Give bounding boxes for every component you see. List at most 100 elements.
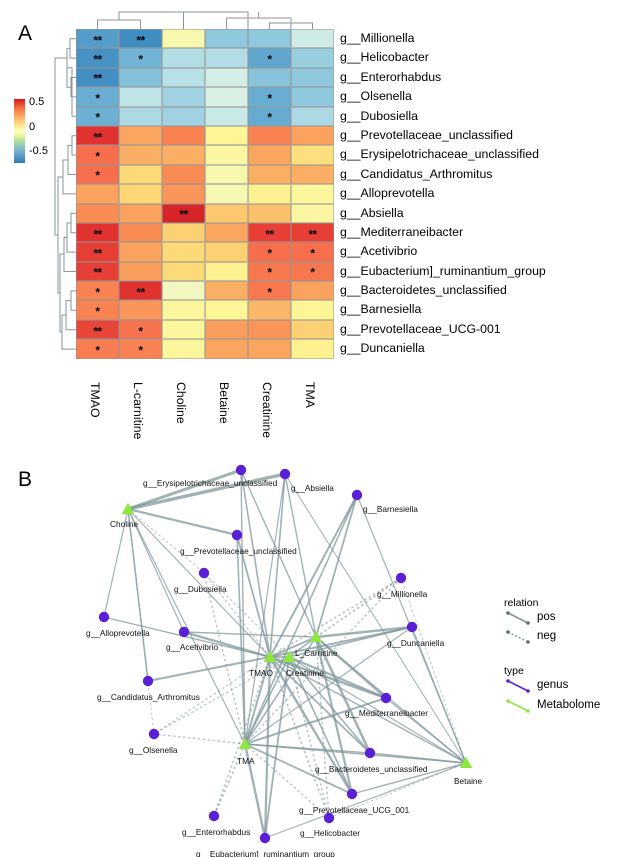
heatmap-cell — [248, 145, 291, 165]
heatmap-cell: * — [76, 87, 119, 107]
heatmap-cell — [291, 125, 334, 146]
network-node-label: TMA — [237, 756, 255, 766]
colorbar-tick-low: -0.5 — [29, 145, 48, 157]
panel-a-letter: A — [18, 22, 33, 45]
heatmap-row: **** — [76, 261, 334, 282]
heatmap-row-label: g__Erysipelotrichaceae_unclassified — [340, 147, 539, 162]
heatmap-cell — [162, 242, 205, 262]
heatmap-cell — [119, 67, 162, 88]
heatmap-cell — [248, 29, 291, 49]
network-node-label: g__Helicobacter — [300, 828, 360, 838]
heatmap-cell — [205, 300, 248, 320]
heatmap-cell: * — [248, 87, 291, 107]
heatmap-column-label: TMAO — [88, 382, 102, 418]
heatmap-cell — [119, 145, 162, 165]
heatmap-cell — [291, 87, 334, 107]
heatmap-cell — [205, 222, 248, 243]
heatmap-cell — [162, 184, 205, 204]
significance-marker: * — [267, 52, 272, 67]
column-dendrogram — [97, 11, 313, 29]
heatmap-column-label: Betaine — [217, 382, 231, 424]
significance-marker: * — [95, 91, 100, 106]
heatmap-column-label: L-carnitine — [131, 382, 145, 440]
significance-marker: * — [267, 91, 272, 106]
heatmap-cell: * — [119, 319, 162, 340]
heatmap-cell — [291, 300, 334, 320]
heatmap-cell — [291, 106, 334, 126]
legend-metabolome-icon — [506, 699, 530, 713]
heatmap-cell: * — [76, 281, 119, 301]
heatmap-cell: * — [248, 242, 291, 262]
heatmap-cell — [205, 48, 248, 68]
significance-marker: ** — [93, 71, 102, 86]
network-node-label: Creatinine — [286, 668, 324, 678]
significance-marker: ** — [93, 324, 102, 339]
heatmap-cell — [205, 242, 248, 262]
network-node-label: g__Candidatus_Arthromitus — [97, 692, 200, 702]
heatmap-cell — [162, 29, 205, 49]
significance-marker: * — [267, 246, 272, 261]
heatmap-cell: * — [76, 300, 119, 320]
network-node-label: g__Enterorhabdus — [182, 827, 251, 837]
heatmap-cell — [119, 222, 162, 243]
heatmap-row: ** — [76, 87, 334, 107]
heatmap-cell — [205, 29, 248, 49]
heatmap-cell — [119, 300, 162, 320]
network-node-label: Betaine — [454, 776, 483, 786]
heatmap-cell: * — [248, 281, 291, 301]
heatmap-cell — [119, 203, 162, 223]
legend-genus-icon — [506, 679, 530, 693]
significance-marker: * — [95, 285, 100, 300]
heatmap-row-label: g__Duncaniella — [340, 341, 425, 356]
heatmap-cell — [248, 125, 291, 146]
significance-marker: * — [267, 285, 272, 300]
heatmap-row — [76, 184, 334, 204]
heatmap-cell — [291, 339, 334, 359]
heatmap-cell — [248, 184, 291, 204]
significance-marker: ** — [93, 265, 102, 280]
colorbar-tick-mid: 0 — [29, 121, 36, 133]
significance-marker: ** — [308, 227, 317, 242]
heatmap-cell: * — [76, 339, 119, 359]
significance-marker: * — [95, 149, 100, 164]
network-node-label: g__Dubosiella — [174, 584, 227, 594]
significance-marker: * — [95, 110, 100, 125]
network-node-label: TMAO — [249, 668, 273, 678]
heatmap-cell: * — [76, 106, 119, 126]
significance-marker: ** — [93, 130, 102, 145]
panel-b-letter: B — [18, 468, 33, 491]
heatmap-cell — [291, 67, 334, 88]
heatmap-row: ** — [76, 67, 334, 88]
heatmap-cell — [248, 319, 291, 340]
heatmap-cell — [205, 164, 248, 185]
row-dendrogram — [54, 38, 76, 350]
heatmap-row: * — [76, 164, 334, 185]
network-node-label: g__Duncaniella — [387, 638, 445, 648]
heatmap-cell: * — [291, 261, 334, 282]
heatmap-cell: ** — [119, 29, 162, 49]
heatmap-cell: ** — [76, 319, 119, 340]
heatmap-cell — [119, 125, 162, 146]
legend-relation-title: relation — [504, 597, 539, 609]
heatmap-cell — [248, 339, 291, 359]
heatmap-cell — [205, 67, 248, 88]
heatmap-column-label: TMA — [303, 382, 317, 408]
heatmap-row-label: g__Barnesiella — [340, 302, 422, 317]
significance-marker: * — [310, 246, 315, 261]
heatmap-row: * — [76, 145, 334, 165]
significance-marker: * — [138, 52, 143, 67]
heatmap-row-label: g__Acetivibrio — [340, 244, 418, 259]
heatmap-row-label: g__Helicobacter — [340, 50, 429, 65]
legend-type-title: type — [504, 665, 524, 677]
heatmap-cell — [162, 319, 205, 340]
heatmap-row-label: g__Millionella — [340, 31, 415, 45]
heatmap-cell — [205, 184, 248, 204]
significance-marker: ** — [93, 246, 102, 261]
heatmap-cell — [76, 184, 119, 204]
network-node-label: g__Mediterraneibacter — [345, 708, 429, 718]
heatmap-cell — [119, 87, 162, 107]
heatmap-cell — [205, 261, 248, 282]
heatmap-cell — [162, 106, 205, 126]
heatmap-grid: ** ** ** * * ** * * * * ** * * ** ** ** ** ** * * ** * * * ** * * *… — [76, 29, 334, 359]
network-node-label: g__Alloprevotella — [86, 628, 150, 638]
